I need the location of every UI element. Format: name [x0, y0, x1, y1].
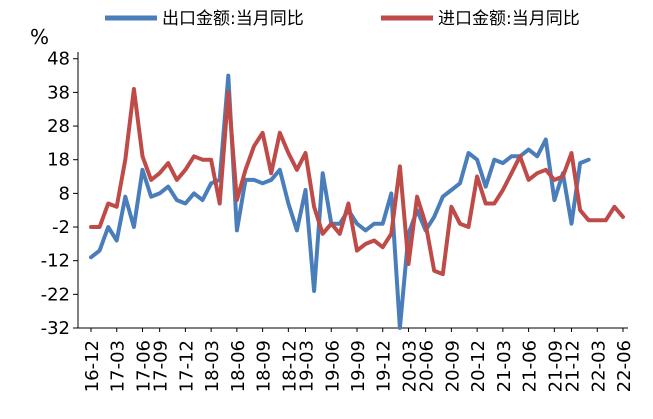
y-tick-label: -2 [52, 217, 70, 238]
x-tick-label: 20-12 [468, 340, 489, 392]
x-tick-label: 18-03 [202, 340, 223, 392]
y-axis: 48 38 28 18 8 -2 -12 -22 -32 [41, 49, 79, 339]
x-tick-label: 18-12 [279, 340, 300, 392]
x-tick-label: 20-03 [399, 340, 420, 392]
x-tick-label: 17-03 [108, 340, 129, 392]
x-tick-label: 19-09 [348, 340, 369, 392]
y-tick-label: 18 [47, 150, 70, 171]
y-tick-label: -12 [41, 251, 70, 272]
x-tick-label: 18-06 [228, 340, 249, 392]
x-tick-label: 21-06 [520, 340, 541, 392]
x-tick-label: 21-03 [494, 340, 515, 392]
x-tick-label: 17-06 [133, 340, 154, 392]
legend-label: 进口金额:当月同比 [438, 9, 580, 29]
x-tick-label: 17-12 [176, 340, 197, 392]
series-line [89, 87, 625, 277]
x-tick-label: 18-09 [254, 340, 275, 392]
x-tick-label: 22-06 [614, 340, 635, 392]
series-line [89, 73, 591, 330]
legend: 出口金额:当月同比 进口金额:当月同比 [105, 9, 580, 29]
series-group [89, 73, 625, 330]
x-tick-label: 21-12 [563, 340, 584, 392]
x-tick-label: 20-09 [442, 340, 463, 392]
y-tick-label: 38 [47, 82, 70, 103]
x-tick-label: 22-03 [588, 340, 609, 392]
series-2 [89, 87, 625, 277]
y-tick-label: 8 [59, 183, 70, 204]
y-tick-label: -22 [41, 284, 70, 305]
x-tick-label: 17-09 [151, 340, 172, 392]
x-tick-label: 20-06 [417, 340, 438, 392]
y-tick-label: 28 [47, 116, 70, 137]
legend-label: 出口金额:当月同比 [162, 9, 304, 29]
y-tick-label: 48 [47, 49, 70, 70]
x-tick-label: 21-09 [545, 340, 566, 392]
x-tick-label: 19-03 [297, 340, 318, 392]
x-tick-label: 19-12 [374, 340, 395, 392]
series-1 [89, 73, 591, 330]
y-tick-label: -32 [41, 318, 70, 339]
y-axis-unit: % [30, 25, 49, 49]
x-tick-label: 16-12 [82, 340, 103, 392]
x-tick-label: 19-06 [322, 340, 343, 392]
